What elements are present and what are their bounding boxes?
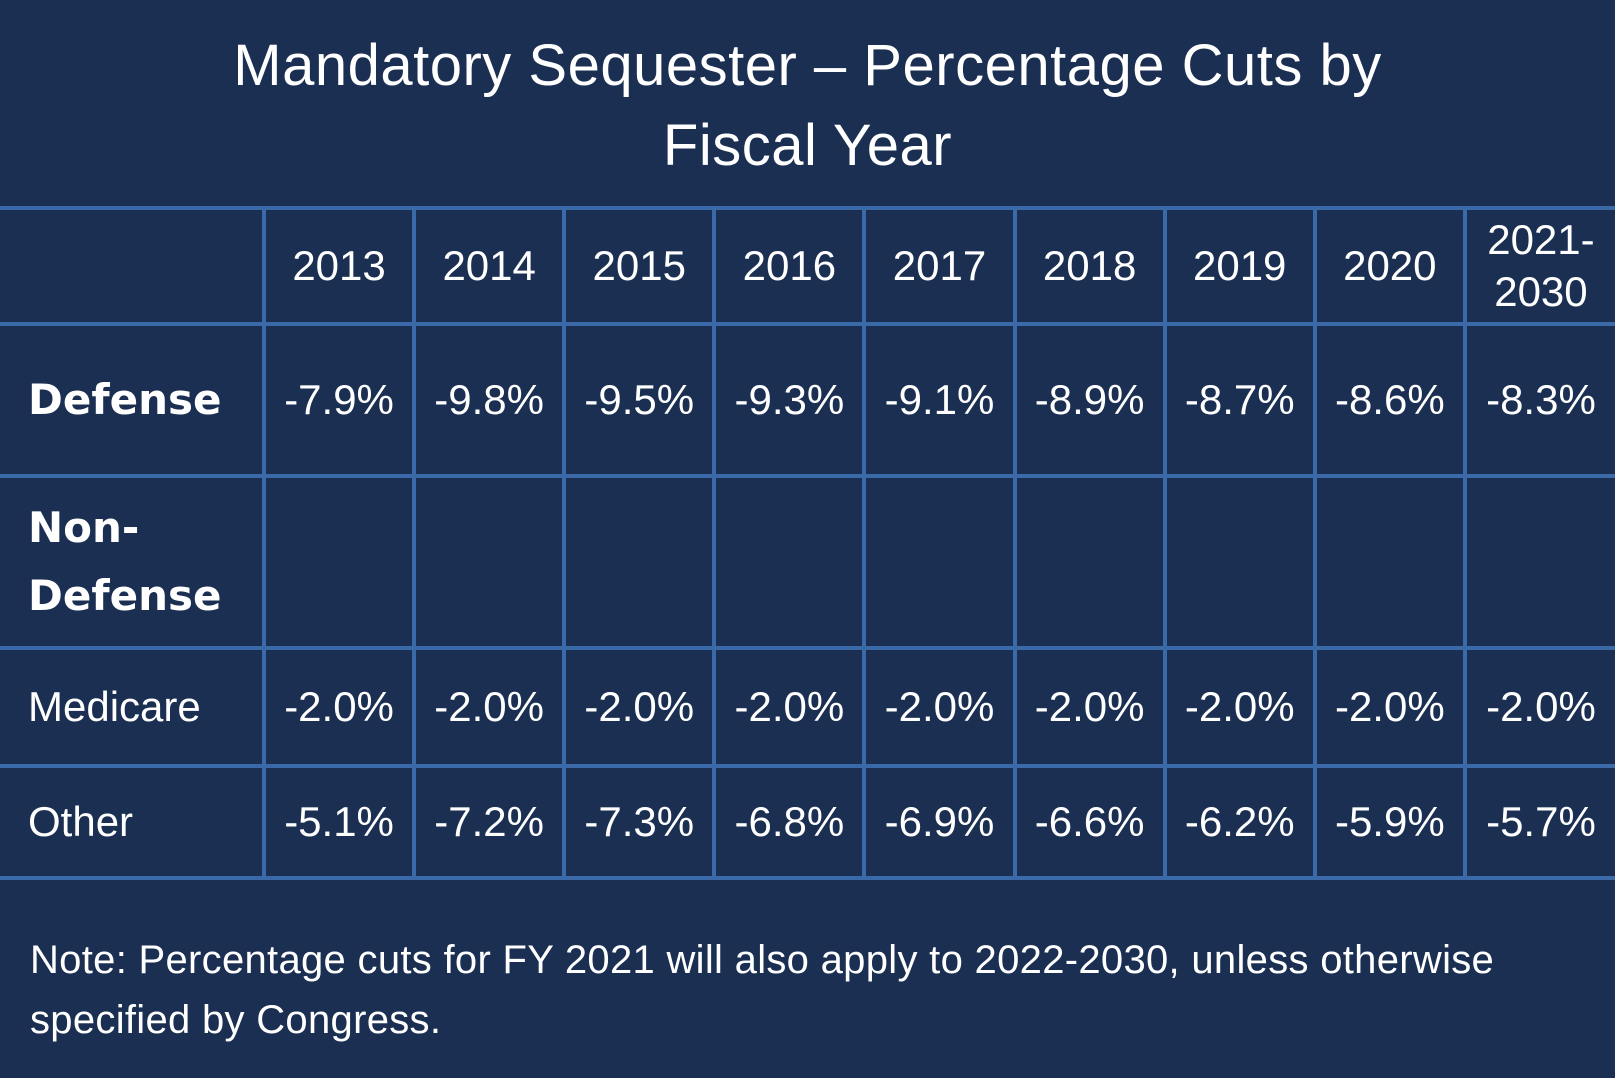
table-cell: -6.8% [712,764,867,880]
table-cell [712,474,867,650]
table-cell: -8.7% [1162,322,1317,478]
table-cell: -7.3% [562,764,717,880]
table-cell: -9.5% [562,322,717,478]
table-cell: -2.0% [562,646,717,768]
column-header-2021-2030-line-1: 2021- [1487,216,1595,263]
table-cell [261,474,417,650]
table-cell: -5.1% [261,764,417,880]
table-cell: -5.9% [1312,764,1467,880]
column-header-2021-2030: 2021- 2030 [1462,206,1615,326]
table-cell: -7.2% [412,764,567,880]
table-cell: -2.0% [261,646,417,768]
table-cell: -2.0% [412,646,567,768]
table-row-other: Other -5.1% -7.2% -7.3% -6.8% -6.9% -6.6… [0,764,1615,880]
column-header-2016: 2016 [712,206,867,326]
table-cell [1312,474,1467,650]
row-label-non-defense-line-2: Defense [28,571,222,620]
table-cell: -9.1% [862,322,1017,478]
column-header-2019: 2019 [1162,206,1317,326]
table-row-non-defense: Non- Defense [0,474,1615,650]
table-cell: -8.6% [1312,322,1467,478]
table-cell: -2.0% [862,646,1017,768]
column-header-2014: 2014 [412,206,567,326]
table-cell: -7.9% [261,322,417,478]
table-cell: -6.2% [1162,764,1317,880]
column-header-2017: 2017 [862,206,1017,326]
chart-title-line-2: Fiscal Year [662,113,953,178]
table-cell [1162,474,1317,650]
row-label-non-defense-line-1: Non- [28,503,140,552]
column-header-2020: 2020 [1312,206,1467,326]
table-cell: -2.0% [1312,646,1467,768]
table-cell: -8.9% [1012,322,1167,478]
table-cell: -6.6% [1012,764,1167,880]
table-cell [1012,474,1167,650]
sequester-table: 2013 2014 2015 2016 2017 2018 2019 2020 … [0,206,1615,880]
table-cell: -5.7% [1462,764,1615,880]
table-row-medicare: Medicare -2.0% -2.0% -2.0% -2.0% -2.0% -… [0,646,1615,768]
chart-title: Mandatory Sequester – Percentage Cuts by… [0,26,1615,186]
row-label-defense: Defense [0,322,266,478]
table-cell: -2.0% [712,646,867,768]
table-cell [562,474,717,650]
table-cell [412,474,567,650]
table-cell: -6.9% [862,764,1017,880]
table-cell: -9.8% [412,322,567,478]
table-cell: -9.3% [712,322,867,478]
table-row-defense: Defense -7.9% -9.8% -9.5% -9.3% -9.1% -8… [0,322,1615,478]
column-header-2015: 2015 [562,206,717,326]
table-cell: -8.3% [1462,322,1615,478]
table-cell: -2.0% [1162,646,1317,768]
table-cell [862,474,1017,650]
chart-title-line-1: Mandatory Sequester – Percentage Cuts by [233,33,1382,98]
row-label-other: Other [0,764,266,880]
footnote: Note: Percentage cuts for FY 2021 will a… [30,938,1495,1042]
table-cell [1462,474,1615,650]
row-label-medicare: Medicare [0,646,266,768]
table-cell: -2.0% [1012,646,1167,768]
header-row: 2013 2014 2015 2016 2017 2018 2019 2020 … [0,206,1615,326]
column-header-2013: 2013 [261,206,417,326]
column-header-2018: 2018 [1012,206,1167,326]
column-header-2021-2030-line-2: 2030 [1494,268,1588,315]
row-label-non-defense: Non- Defense [0,474,266,650]
header-corner-cell [0,206,266,326]
table-cell: -2.0% [1462,646,1615,768]
